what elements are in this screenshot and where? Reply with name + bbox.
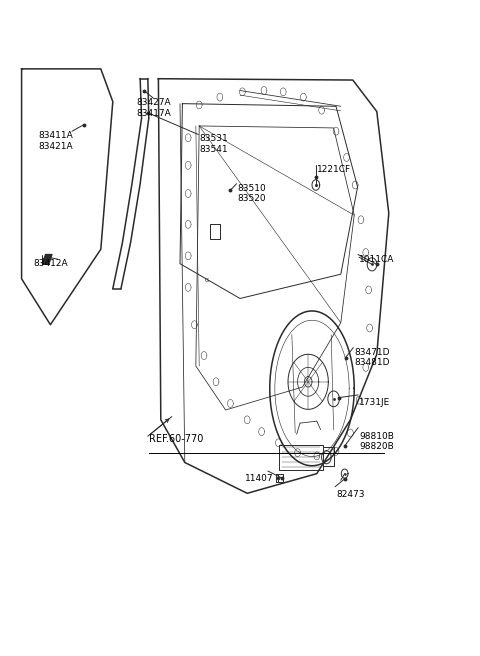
Text: 83427A
83417A: 83427A 83417A xyxy=(137,98,171,118)
Text: 83412A: 83412A xyxy=(34,259,68,268)
Text: 1221CF: 1221CF xyxy=(317,165,351,174)
Text: 82473: 82473 xyxy=(336,490,364,499)
Text: REF.60-770: REF.60-770 xyxy=(149,434,203,444)
Text: 83411A
83421A: 83411A 83421A xyxy=(38,131,73,151)
Text: 1731JE: 1731JE xyxy=(359,398,390,407)
Text: 83471D
83481D: 83471D 83481D xyxy=(354,348,390,367)
Text: 98810B
98820B: 98810B 98820B xyxy=(359,432,394,451)
Text: G: G xyxy=(205,278,209,283)
Polygon shape xyxy=(42,255,52,264)
Text: 83510
83520: 83510 83520 xyxy=(238,184,266,203)
Text: 11407: 11407 xyxy=(245,474,274,483)
Text: 83531
83541: 83531 83541 xyxy=(199,134,228,154)
Text: 1011CA: 1011CA xyxy=(359,255,395,264)
